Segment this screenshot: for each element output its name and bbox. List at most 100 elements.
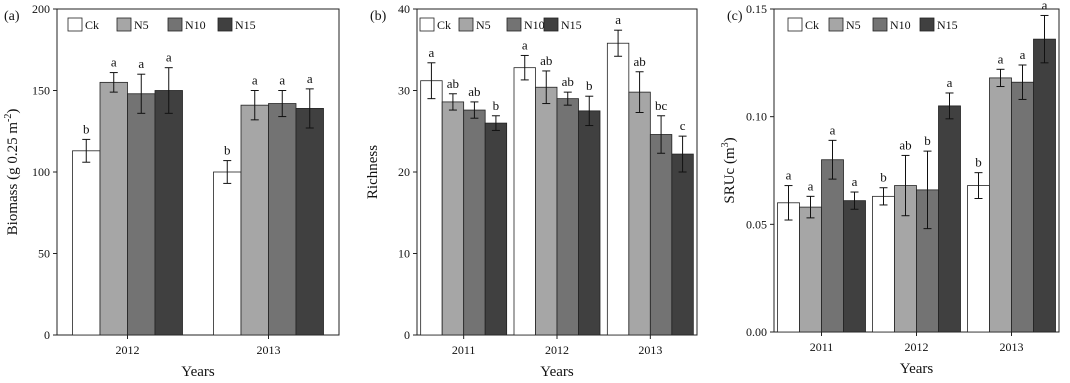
- significance-label: a: [852, 174, 858, 189]
- significance-label: a: [615, 12, 621, 27]
- bar-n15: [578, 110, 601, 336]
- x-tick-label: 2013: [638, 343, 662, 357]
- legend-swatch-n15: [217, 17, 233, 32]
- x-tick-label: 2011: [452, 343, 476, 357]
- legend: Ck N5 N10 N15: [419, 17, 582, 32]
- legend-label-ck: Ck: [85, 18, 99, 32]
- bar-n15: [484, 122, 508, 336]
- bar-n5: [799, 206, 822, 333]
- significance-label: b: [924, 133, 931, 148]
- significance-label: bc: [655, 98, 668, 113]
- legend-swatch-n5: [116, 17, 132, 32]
- significance-label: a: [138, 56, 144, 71]
- significance-label: ab: [468, 84, 480, 99]
- bar-n5: [240, 104, 269, 336]
- significance-label: a: [307, 71, 313, 86]
- significance-label: c: [680, 118, 686, 133]
- x-axis-title: Years: [900, 361, 934, 377]
- significance-label: ab: [899, 137, 911, 152]
- significance-label: a: [429, 45, 435, 60]
- legend-label-n5: N5: [846, 18, 861, 32]
- y-axis-title-superscript: 3: [720, 142, 731, 147]
- panel-c: (c) 0.00 0.05 0.10 0.15 SRUc (m3) Years 2011 a a a…: [720, 0, 1060, 377]
- significance-label: a: [1020, 47, 1026, 62]
- legend-swatch-n10: [167, 17, 183, 32]
- y-tick-label: 0.00: [746, 325, 767, 339]
- panel-label: (c): [727, 9, 743, 24]
- significance-label: b: [586, 78, 593, 93]
- significance-label: a: [166, 50, 172, 65]
- y-axis-title: Richness: [365, 145, 381, 199]
- bar-n5: [535, 86, 558, 336]
- x-tick-label: 2011: [810, 340, 834, 354]
- significance-label: ab: [562, 74, 574, 89]
- significance-label: a: [522, 37, 528, 52]
- legend-label-ck: Ck: [437, 18, 451, 32]
- legend-swatch-n15: [919, 17, 935, 32]
- bar-n15: [1033, 38, 1056, 333]
- legend-label-n10: N10: [185, 18, 206, 32]
- significance-label: a: [1042, 0, 1048, 12]
- bar-n5: [99, 81, 128, 336]
- y-tick-label: 0.10: [746, 110, 767, 124]
- bar-ck: [777, 202, 800, 333]
- bar-n15: [154, 90, 183, 336]
- legend: Ck N5 N10 N15: [67, 17, 256, 32]
- legend-label-ck: Ck: [805, 18, 819, 32]
- significance-label: a: [279, 73, 285, 88]
- significance-label: ab: [540, 53, 552, 68]
- y-tick-label: 200: [32, 2, 50, 16]
- legend-label-n5: N5: [476, 18, 491, 32]
- legend-label-n10: N10: [524, 18, 545, 32]
- bar-ck: [513, 67, 536, 336]
- y-tick-label: 10: [398, 247, 410, 261]
- bar-ck: [72, 150, 101, 336]
- y-tick-label: 0: [44, 328, 50, 342]
- bar-n15: [843, 200, 866, 333]
- legend-label-n5: N5: [134, 18, 149, 32]
- legend-swatch-ck: [419, 17, 435, 32]
- legend-swatch-ck: [787, 17, 803, 32]
- legend-swatch-n10: [506, 17, 522, 32]
- legend: Ck N5 N10 N15: [787, 17, 958, 32]
- y-axis-title-close: ): [5, 109, 21, 114]
- bar-n10: [268, 103, 297, 336]
- x-tick-label: 2012: [545, 343, 569, 357]
- y-tick-label: 20: [398, 165, 410, 179]
- bar-ck: [606, 42, 630, 336]
- x-axis-title: Years: [540, 364, 574, 380]
- y-axis-title: Biomass (g 0.25 m-2): [3, 109, 21, 236]
- significance-label: a: [808, 178, 814, 193]
- significance-label: a: [111, 55, 117, 70]
- bar-n10: [1011, 81, 1034, 333]
- x-tick-label: 2013: [257, 343, 281, 357]
- legend-label-n15: N15: [235, 18, 256, 32]
- legend-label-n15: N15: [937, 18, 958, 32]
- y-axis-title-text: Richness: [365, 145, 381, 199]
- y-tick-label: 40: [398, 2, 410, 16]
- legend-swatch-n5: [458, 17, 474, 32]
- legend-swatch-n15: [543, 17, 559, 32]
- significance-label: a: [786, 168, 792, 183]
- bar-n15: [295, 108, 324, 336]
- bar-n10: [463, 109, 486, 336]
- significance-label: a: [947, 75, 953, 90]
- y-axis-title: SRUc (m3): [720, 137, 738, 203]
- bar-n10: [821, 159, 844, 333]
- y-axis-title-close: ): [722, 137, 738, 142]
- significance-label: ab: [447, 76, 459, 91]
- y-tick-label: 30: [398, 84, 410, 98]
- y-tick-label: 0.15: [746, 2, 767, 16]
- legend-swatch-n10: [872, 17, 888, 32]
- y-axis-title-text: Biomass (g 0.25 m: [5, 122, 21, 236]
- x-tick-label: 2012: [116, 343, 140, 357]
- y-axis-title-superscript: -2: [3, 114, 14, 122]
- significance-label: b: [224, 143, 231, 158]
- significance-label: a: [830, 122, 836, 137]
- panel-label: (b): [370, 9, 387, 24]
- bar-n5: [628, 91, 651, 336]
- bar-n5: [441, 101, 465, 336]
- significance-label: a: [998, 51, 1004, 66]
- bar-ck: [420, 80, 443, 336]
